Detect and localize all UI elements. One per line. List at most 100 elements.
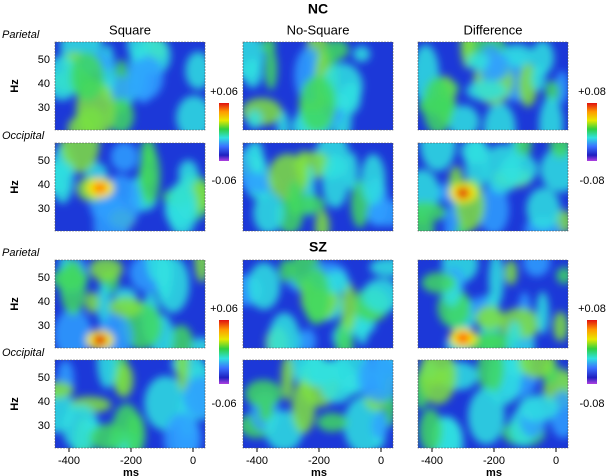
blob [55,381,74,399]
y-tick-label: 50 [38,272,50,284]
blob [419,360,457,405]
blob [55,177,69,194]
scale-min: -0.08 [579,175,604,187]
x-tick-label: 0 [378,455,384,467]
blob [420,143,456,172]
blob [422,76,454,130]
y-axis-label: Hz [9,180,21,194]
group-title: SZ [309,239,327,255]
x-tick-label: -400 [246,455,268,467]
heatmap [54,259,206,349]
blob [418,201,447,223]
y-tick-label: 30 [38,320,50,332]
y-axis-label: Hz [9,297,21,311]
panel-frame [242,359,394,449]
heatmap [417,142,569,232]
y-tick-label: 50 [38,54,50,66]
hot-spot [93,182,107,194]
blob [321,153,349,209]
x-tick-label: 0 [553,455,559,467]
heatmap [242,41,394,131]
panel-frame [54,142,206,232]
blob [538,96,564,130]
blob [176,95,205,130]
blob [55,160,74,180]
blob [418,408,443,448]
x-tick-label: -400 [58,455,80,467]
y-tick-label: 40 [38,396,50,408]
heatmap-blobs [55,143,205,231]
panel-frame [417,142,569,232]
blob [507,320,522,348]
blob [466,52,491,71]
blob [352,46,371,63]
blob [110,143,139,172]
blob [323,270,350,295]
colorbar [219,103,229,161]
heatmap [417,359,569,449]
heatmap-blobs [55,42,205,130]
blob [324,42,350,60]
blob [552,311,568,342]
blob [518,360,556,379]
heatmap [54,359,206,449]
blob [360,154,386,205]
panel-frame [417,359,569,449]
blob [369,260,393,277]
blob [531,65,546,91]
blob [549,143,568,159]
x-tick-label: -200 [120,455,142,467]
blob [478,184,510,231]
blob [358,360,393,403]
blob [85,291,100,314]
y-tick-label: 30 [38,420,50,432]
y-axis-label: Hz [9,397,21,411]
blob [523,260,551,277]
x-tick-label: 0 [190,455,196,467]
blob [89,260,123,282]
heatmap [242,259,394,349]
blob [483,102,516,130]
heatmap-blobs [418,42,568,130]
blob [168,324,194,348]
x-tick-label: -400 [421,455,443,467]
blob [314,210,330,231]
blob [175,360,189,392]
hot-spot [456,187,470,199]
blob [194,260,205,283]
blob [517,394,559,422]
blob [488,260,504,307]
blob [247,262,281,310]
blob [264,47,278,90]
blob [243,58,263,88]
scale-max: +0.06 [210,86,238,98]
hot-spot [456,332,470,344]
blob [279,260,295,283]
scale-max: +0.08 [578,86,606,98]
blob [421,272,456,294]
scale-max: +0.06 [210,303,238,315]
row-label: Occipital [2,347,45,359]
x-axis-label: ms [311,467,327,476]
blob [163,413,202,448]
blob [536,291,550,335]
blob [345,152,359,191]
colorbar [219,320,229,384]
blob [127,54,164,100]
blob [244,379,283,408]
y-tick-label: 40 [38,78,50,90]
heatmap-blobs [421,260,568,348]
blob [475,305,504,330]
blob [341,282,357,333]
column-title: No-Square [287,22,350,37]
blob [97,360,118,389]
row-label: Parietal [2,247,40,259]
blob [371,412,388,440]
blob [477,360,505,395]
blob [556,267,568,284]
y-tick-label: 40 [38,296,50,308]
blob [287,180,303,217]
blob [167,180,198,231]
blob [146,260,165,282]
heatmap-blobs [243,143,393,231]
